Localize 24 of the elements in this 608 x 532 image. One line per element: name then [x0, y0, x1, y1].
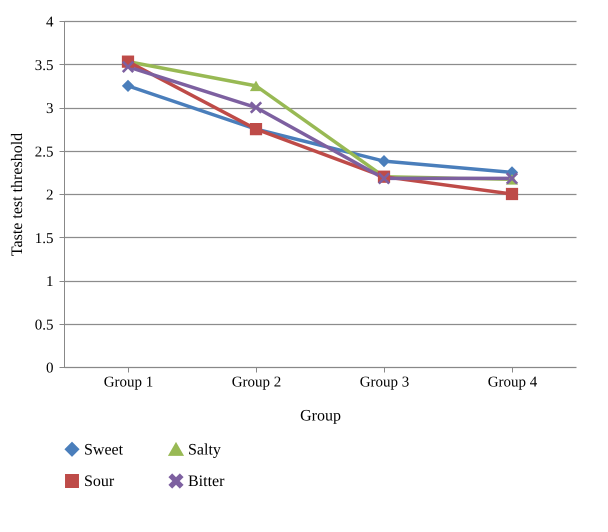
legend-label: Sour: [84, 473, 115, 490]
point: [122, 60, 134, 73]
y-tick-label: 0: [46, 360, 54, 376]
point: [250, 101, 262, 114]
y-tick-label: 2: [46, 188, 54, 204]
y-tick-label: 0.5: [34, 317, 54, 334]
x-axis-title: Group: [300, 408, 341, 424]
x-tick-label: Group 2: [232, 374, 282, 390]
y-tick-label: 1: [46, 274, 54, 290]
point: [378, 155, 390, 168]
y-tick-label: 4: [46, 14, 54, 30]
y-tick-label: 1.5: [34, 230, 54, 247]
point: [122, 80, 134, 92]
legend-label: Bitter: [188, 473, 226, 490]
y-tick-label: 2.5: [34, 144, 54, 160]
legend-label: Salty: [188, 442, 221, 459]
legend-label: Sweet: [84, 441, 124, 458]
y-axis-title: Taste test threshold: [8, 132, 26, 256]
x-tick-label: Group 3: [360, 374, 410, 390]
x-tick-label: Group 1: [104, 374, 154, 390]
y-tick-label: 3: [46, 101, 54, 117]
x-tick-label: Group 4: [488, 374, 538, 390]
point: [506, 188, 518, 200]
y-tick-label: 3.5: [34, 58, 54, 74]
